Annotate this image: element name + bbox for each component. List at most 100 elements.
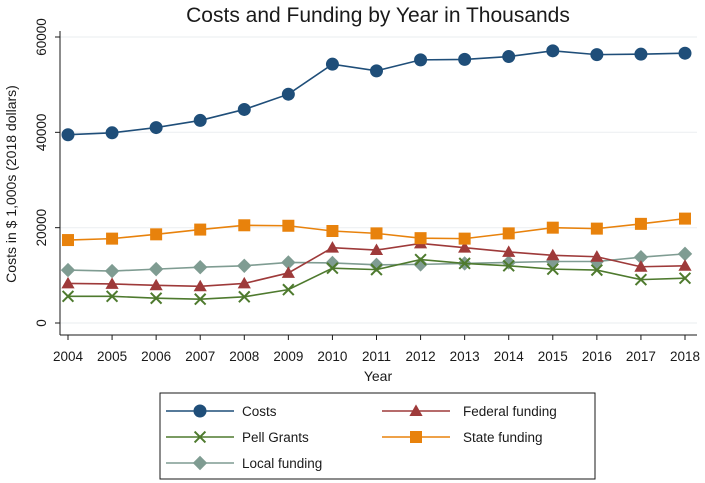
legend-marker-stroke <box>193 430 207 444</box>
point-state-funding <box>458 232 471 245</box>
point-pell-grants <box>150 292 163 305</box>
point-costs <box>502 50 516 64</box>
point-pell-grants-stroke <box>678 272 692 285</box>
point-federal-funding <box>458 241 472 253</box>
axes-layer: 0 20000 40000 60000 2004 2005 2006 2007 2008 2009… <box>34 18 700 364</box>
legend-item-federal-funding: Federal funding <box>382 404 557 419</box>
point-costs <box>678 46 692 60</box>
legend-marker <box>192 455 208 471</box>
point-costs <box>237 102 251 116</box>
point-pell-grants-stroke <box>458 257 471 270</box>
point-pell-grants <box>282 283 295 296</box>
legend-item-pell-grants: Pell Grants <box>166 430 309 445</box>
point-local-funding <box>633 250 649 265</box>
x-tick-label: 2009 <box>273 349 303 364</box>
x-tick-label: 2006 <box>141 349 171 364</box>
x-tick-label: 2010 <box>317 349 347 364</box>
x-tick-label: 2014 <box>494 349 525 364</box>
point-pell-grants-stroke <box>105 290 119 303</box>
point-pell-grants <box>414 253 427 266</box>
legend-label: Local funding <box>242 456 322 471</box>
legend-marker <box>410 431 422 443</box>
legend-label: Federal funding <box>463 404 557 419</box>
point-pell-grants <box>238 290 251 303</box>
point-federal-funding <box>546 248 560 261</box>
legend-label: Costs <box>242 404 277 419</box>
point-pell-grants-stroke <box>282 283 295 296</box>
point-pell-grants <box>326 262 339 275</box>
point-pell-grants <box>678 272 692 285</box>
y-tick-label: 20000 <box>34 209 49 247</box>
point-pell-grants <box>634 273 648 286</box>
point-pell-grants-stroke <box>546 263 559 276</box>
y-tick-label: 40000 <box>34 114 49 152</box>
x-tick-label: 2011 <box>362 349 391 364</box>
point-federal-funding <box>61 276 75 289</box>
point-pell-grants-stroke <box>238 290 251 303</box>
point-costs <box>634 47 648 61</box>
point-local-funding <box>545 254 560 269</box>
point-state-funding <box>62 234 74 247</box>
legend-box <box>159 392 596 480</box>
point-pell-grants <box>502 259 515 272</box>
legend-marker <box>409 404 423 416</box>
legend-item-state-funding: State funding <box>382 430 543 445</box>
legend-marker <box>193 404 207 418</box>
point-pell-grants-stroke <box>414 253 427 266</box>
point-federal-funding <box>149 278 163 291</box>
point-federal-funding <box>590 250 604 262</box>
point-pell-grants-stroke <box>326 262 339 275</box>
point-local-funding <box>325 255 340 271</box>
point-federal-funding <box>678 259 692 271</box>
point-state-funding <box>106 232 119 245</box>
point-state-funding <box>238 219 251 232</box>
point-federal-funding <box>193 279 207 292</box>
x-tick-label: 2017 <box>626 349 656 364</box>
point-costs <box>590 48 604 62</box>
point-costs <box>149 121 163 135</box>
point-federal-funding <box>105 277 119 289</box>
point-state-funding <box>282 219 295 232</box>
point-state-funding <box>502 227 515 240</box>
y-axis-label: Costs in $ 1,000s (2018 dollars) <box>3 85 19 283</box>
point-pell-grants <box>546 263 559 276</box>
x-tick-label: 2007 <box>185 349 215 364</box>
point-state-funding <box>679 212 691 225</box>
point-pell-grants <box>61 290 75 303</box>
point-costs <box>325 57 339 71</box>
point-federal-funding <box>502 245 516 257</box>
x-tick-label: 2005 <box>97 349 127 364</box>
point-local-funding <box>148 261 164 277</box>
point-pell-grants-stroke <box>194 293 207 306</box>
point-costs <box>61 128 75 142</box>
point-pell-grants <box>590 263 603 277</box>
y-tick-label: 0 <box>34 319 49 327</box>
point-costs <box>370 64 383 78</box>
point-pell-grants <box>105 290 119 303</box>
legend-label: State funding <box>463 430 543 445</box>
point-state-funding <box>326 225 339 238</box>
point-state-funding <box>194 223 207 236</box>
legend: Costs Federal funding Pell Grants State fun… <box>159 392 596 480</box>
point-federal-funding <box>325 241 340 253</box>
legend-label: Pell Grants <box>242 430 309 445</box>
point-state-funding <box>414 232 427 245</box>
x-tick-label: 2008 <box>229 349 259 364</box>
point-local-funding <box>104 263 120 279</box>
point-local-funding <box>60 262 76 278</box>
x-tick-label: 2004 <box>53 349 84 364</box>
x-tick-label: 2018 <box>670 349 700 364</box>
point-local-funding <box>281 255 296 270</box>
point-state-funding <box>590 222 603 235</box>
point-pell-grants-stroke <box>502 259 515 272</box>
point-pell-grants-stroke <box>150 292 163 305</box>
point-pell-grants-stroke <box>590 263 603 277</box>
point-pell-grants <box>370 263 383 276</box>
series-layer <box>60 44 693 306</box>
point-pell-grants <box>458 257 471 270</box>
x-tick-label: 2015 <box>538 349 568 364</box>
point-state-funding <box>634 217 647 230</box>
point-costs <box>281 87 295 101</box>
point-costs <box>414 53 428 67</box>
point-state-funding <box>370 227 383 240</box>
